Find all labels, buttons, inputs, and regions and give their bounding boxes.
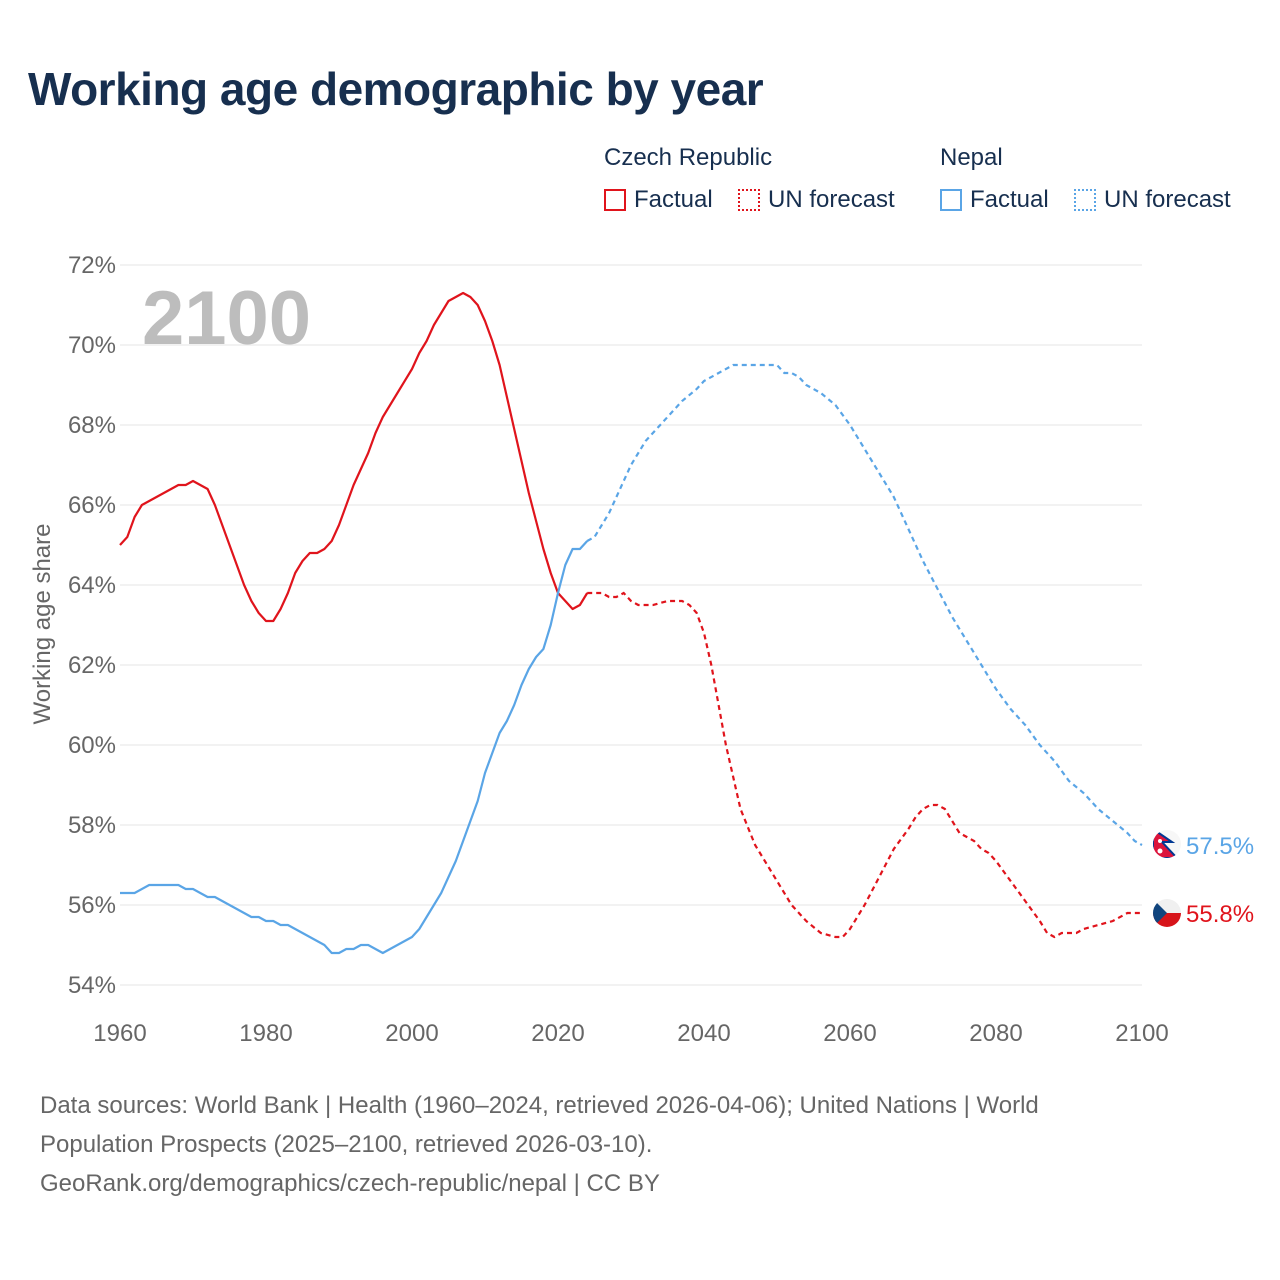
legend-label: Factual	[970, 186, 1049, 213]
legend-label: Factual	[634, 186, 713, 213]
nepal-factual-line[interactable]	[120, 540, 589, 955]
legend-swatch-solid	[940, 189, 962, 211]
y-tick-label: 72%	[68, 252, 116, 279]
y-tick-label: 62%	[68, 652, 116, 679]
y-tick-label: 60%	[68, 732, 116, 759]
footer: Data sources: World Bank | Health (1960–…	[40, 1086, 1220, 1203]
nepal-end-value-label: 57.5%	[1186, 833, 1254, 860]
x-tick-label: 2040	[677, 1020, 730, 1047]
czech-republic-end-value-label: 55.8%	[1186, 901, 1254, 928]
source-line: Population Prospects (2025–2100, retriev…	[40, 1131, 653, 1158]
x-tick-label: 2080	[969, 1020, 1022, 1047]
czech-flag-icon	[1153, 899, 1181, 927]
y-tick-label: 64%	[68, 572, 116, 599]
x-tick-label: 2000	[385, 1020, 438, 1047]
legend-swatch-dotted	[1074, 189, 1096, 211]
x-tick-label: 1960	[93, 1020, 146, 1047]
legend-label: UN forecast	[1104, 186, 1231, 213]
legend-entry-nepal-forecast[interactable]: UN forecast	[1074, 186, 1231, 214]
x-tick-label: 2060	[823, 1020, 876, 1047]
x-tick-label: 2100	[1115, 1020, 1168, 1047]
legend-swatch-solid	[604, 189, 626, 211]
y-tick-label: 66%	[68, 492, 116, 519]
y-tick-label: 58%	[68, 812, 116, 839]
nepal-flag-icon	[1153, 830, 1181, 858]
czech-republic-factual-line[interactable]	[119, 291, 589, 623]
x-tick-label: 2020	[531, 1020, 584, 1047]
legend-entry-czech-factual[interactable]: Factual	[604, 186, 713, 214]
legend-group-title: Nepal	[940, 144, 1003, 171]
legend-label: UN forecast	[768, 186, 895, 213]
source-link[interactable]: GeoRank.org/demographics/czech-republic/…	[40, 1170, 660, 1197]
line-chart: 54% 56% 58% 60% 62% 64% 66% 68% 70% 72% 1960 1980 20…	[29, 252, 1254, 1047]
legend-swatch-dotted	[738, 189, 760, 211]
y-tick-label: 54%	[68, 972, 116, 999]
y-tick-label: 68%	[68, 412, 116, 439]
czech-republic-forecast-line[interactable]	[587, 591, 1142, 939]
legend-entry-nepal-factual[interactable]: Factual	[940, 186, 1049, 214]
y-axis-label: Working age share	[29, 524, 56, 725]
source-line: Data sources: World Bank | Health (1960–…	[40, 1092, 1039, 1119]
y-tick-label: 56%	[68, 892, 116, 919]
chart-title: Working age demographic by year	[28, 63, 764, 115]
legend-group-title: Czech Republic	[604, 144, 773, 171]
x-tick-label: 1980	[239, 1020, 292, 1047]
legend-entry-czech-forecast[interactable]: UN forecast	[738, 186, 895, 214]
year-annotation: 2100	[142, 276, 311, 361]
nepal-forecast-line[interactable]	[586, 363, 1143, 846]
y-tick-label: 70%	[68, 332, 116, 359]
